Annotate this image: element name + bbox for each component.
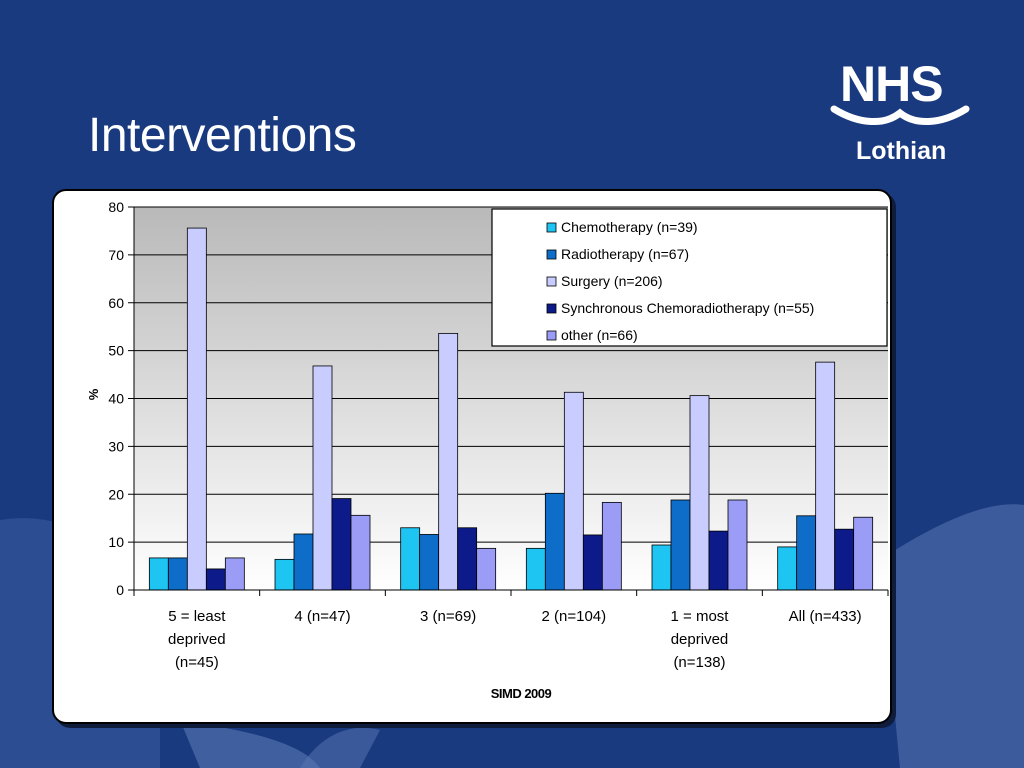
y-axis: 0 10 20 30 40 50 60 70 80 (108, 199, 135, 598)
bar (689, 395, 710, 591)
bar (670, 499, 691, 591)
bar (205, 568, 226, 591)
bar (815, 361, 836, 591)
bar (167, 557, 188, 591)
bar (544, 492, 565, 591)
legend-label: Synchronous Chemoradiotherapy (n=55) (561, 300, 814, 316)
bar (224, 557, 245, 591)
y-tick-label: 40 (108, 391, 124, 407)
legend-swatch (546, 330, 557, 341)
bar (651, 544, 672, 591)
bar (312, 365, 333, 591)
legend-label: Surgery (n=206) (561, 273, 663, 289)
chart-card: 0 10 20 30 40 50 60 70 80 5 = least deprived (n=45… (52, 189, 892, 724)
bar-chart: 0 10 20 30 40 50 60 70 80 5 = least deprived (n=45… (86, 199, 889, 701)
x-tick-label: (n=45) (175, 654, 219, 671)
logo-nhs-text: NHS (840, 56, 944, 112)
y-tick-label: 0 (116, 582, 124, 598)
x-tick-label: All (n=433) (789, 608, 862, 625)
x-tick-label: 4 (n=47) (294, 608, 350, 625)
legend-label: other (n=66) (561, 327, 638, 343)
y-tick-label: 60 (108, 295, 124, 311)
x-tick-label: (n=138) (673, 654, 725, 671)
bar (796, 515, 817, 591)
bar (438, 332, 459, 591)
legend-swatch (546, 249, 557, 260)
bar (148, 557, 169, 591)
bar (563, 391, 584, 591)
y-tick-label: 50 (108, 343, 124, 359)
legend: Chemotherapy (n=39) Radiotherapy (n=67) Su… (491, 208, 888, 347)
legend-label: Radiotherapy (n=67) (561, 246, 689, 262)
x-tick-label: deprived (671, 631, 729, 648)
bar (582, 534, 603, 591)
bar (708, 530, 729, 591)
legend-swatch (546, 303, 557, 314)
legend-swatch (546, 222, 557, 233)
y-tick-label: 70 (108, 247, 124, 263)
bar (419, 534, 440, 591)
legend-box (491, 208, 888, 347)
bar (777, 546, 798, 591)
x-axis-label: SIMD 2009 (491, 686, 552, 701)
bar (525, 547, 546, 591)
x-tick-label: 5 = least (168, 608, 226, 625)
bar (293, 533, 314, 591)
logo-book-icon (830, 105, 970, 126)
x-axis: 5 = least deprived (n=45) 4 (n=47) 3 (n=69) 2… (133, 589, 889, 671)
legend-swatch (546, 276, 557, 287)
logo-region-text: Lothian (856, 137, 947, 165)
bar (727, 499, 748, 591)
bar (476, 547, 497, 591)
x-tick-label: 2 (n=104) (542, 608, 607, 625)
bar (457, 527, 478, 591)
y-tick-label: 10 (108, 534, 124, 550)
bars (148, 227, 874, 591)
bar (400, 527, 421, 591)
bar (350, 514, 371, 591)
bar (853, 516, 874, 591)
x-tick-label: 3 (n=69) (420, 608, 476, 625)
bar (331, 498, 352, 591)
y-axis-label: % (86, 388, 101, 400)
x-tick-label: deprived (168, 631, 226, 648)
bar (274, 558, 295, 591)
bar (834, 528, 855, 591)
y-tick-label: 20 (108, 486, 124, 502)
slide-title: Interventions (88, 109, 357, 162)
nhs-logo: NHS Lothian (828, 55, 973, 170)
x-tick-label: 1 = most (671, 608, 730, 625)
bar (601, 501, 622, 591)
y-tick-label: 80 (108, 199, 124, 215)
bar (186, 227, 207, 591)
legend-label: Chemotherapy (n=39) (561, 219, 698, 235)
y-tick-label: 30 (108, 438, 124, 454)
